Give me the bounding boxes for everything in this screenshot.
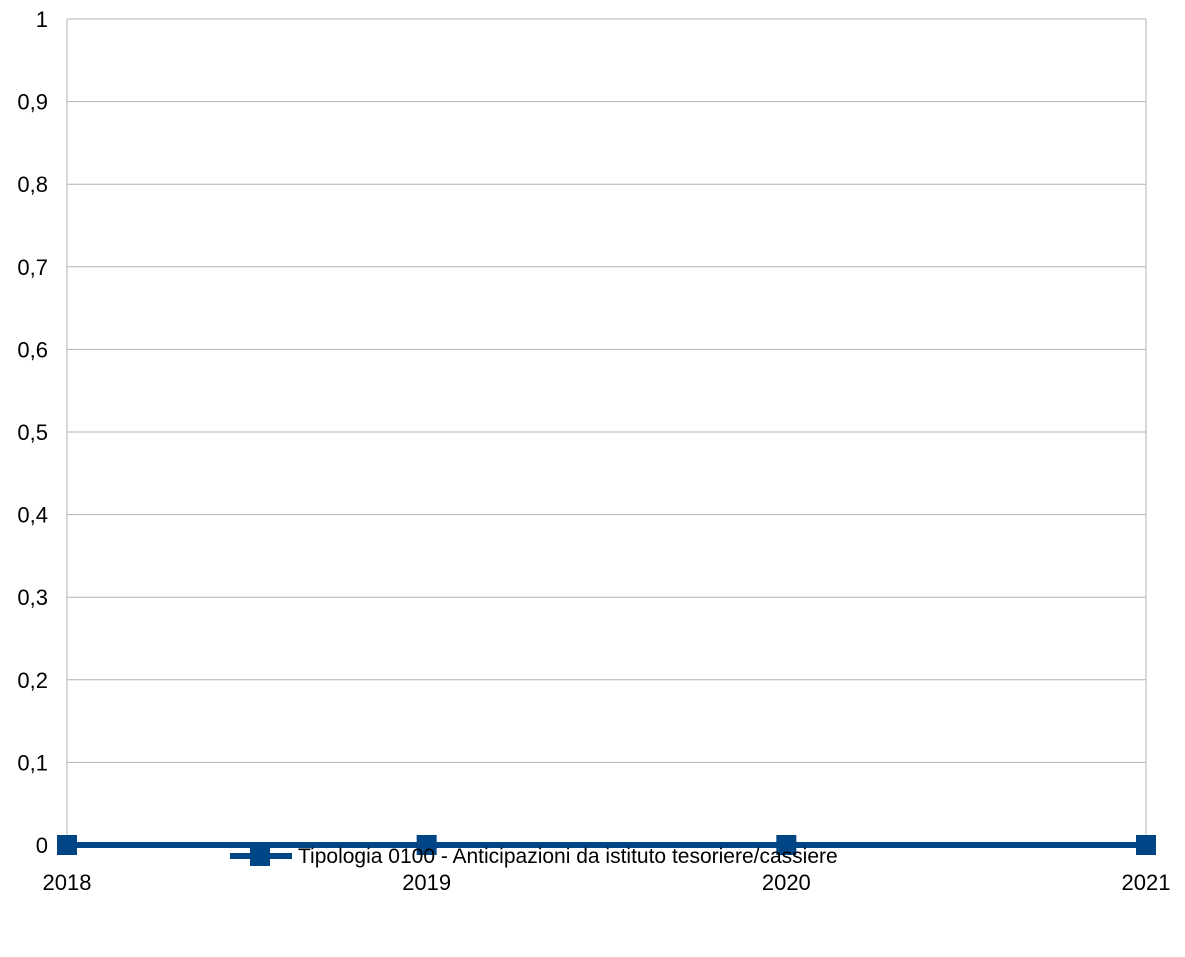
y-tick-label: 0,7 — [17, 255, 48, 280]
y-tick-label: 0,5 — [17, 420, 48, 445]
y-tick-label: 0,8 — [17, 172, 48, 197]
gridlines — [67, 18, 1146, 846]
data-point-marker — [1136, 835, 1156, 855]
legend-marker-swatch — [250, 846, 270, 866]
y-tick-label: 0,3 — [17, 585, 48, 610]
y-tick-label: 0,6 — [17, 337, 48, 362]
legend-label: Tipologia 0100 - Anticipazioni da istitu… — [298, 845, 838, 868]
y-axis-tick-labels: 0 0,1 0,2 0,3 0,4 0,5 0,6 0,7 0,8 0,9 1 — [17, 7, 48, 858]
data-point-marker — [57, 835, 77, 855]
x-tick-label: 2019 — [402, 870, 451, 895]
data-point-marker — [776, 835, 797, 855]
y-tick-label: 0,2 — [17, 668, 48, 693]
y-tick-label: 1 — [36, 7, 48, 32]
y-tick-label: 0 — [36, 833, 48, 858]
legend: Tipologia 0100 - Anticipazioni da istitu… — [230, 845, 838, 868]
y-tick-label: 0,1 — [17, 750, 48, 775]
x-tick-label: 2018 — [43, 870, 92, 895]
x-tick-label: 2021 — [1122, 870, 1171, 895]
x-axis-tick-labels: 2018 2019 2020 2021 — [43, 870, 1171, 895]
axes — [66, 19, 1147, 845]
y-tick-label: 0,4 — [17, 503, 48, 528]
series-layer — [57, 835, 1156, 855]
data-point-marker — [416, 835, 437, 855]
y-tick-label: 0,9 — [17, 90, 48, 115]
x-tick-label: 2020 — [762, 870, 811, 895]
